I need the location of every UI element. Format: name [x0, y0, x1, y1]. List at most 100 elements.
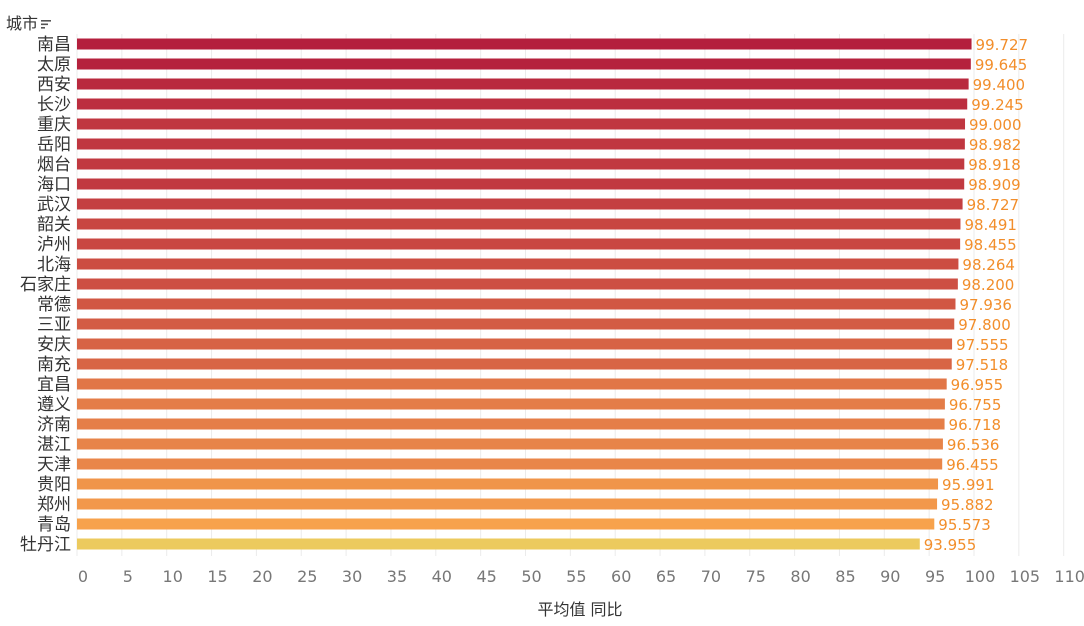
x-tick-label: 65 [656, 567, 676, 586]
x-tick-label: 5 [123, 567, 133, 586]
x-tick-label: 110 [1054, 567, 1084, 586]
bar [77, 498, 938, 510]
bar [77, 258, 959, 270]
x-axis-title: 平均值 同比 [537, 600, 623, 619]
row-header: 城市 [6, 10, 52, 34]
x-tick-label: 35 [387, 567, 407, 586]
category-label: 烟台 [37, 155, 71, 175]
value-label: 99.000 [969, 116, 1022, 134]
value-label: 98.909 [968, 176, 1021, 194]
value-label: 95.882 [941, 496, 994, 514]
value-label: 97.936 [959, 296, 1012, 314]
x-tick-label: 45 [476, 567, 496, 586]
category-label: 北海 [37, 255, 71, 275]
x-tick-label: 55 [566, 567, 586, 586]
value-label: 99.645 [975, 56, 1028, 74]
bar [77, 158, 965, 170]
value-label: 96.455 [946, 456, 999, 474]
value-label: 99.245 [971, 96, 1024, 114]
bar [77, 238, 961, 250]
category-label: 重庆 [37, 115, 71, 135]
x-tick-label: 90 [880, 567, 900, 586]
category-label: 石家庄 [20, 275, 71, 295]
bar [77, 178, 965, 190]
x-tick-label: 40 [432, 567, 452, 586]
bar [77, 278, 958, 290]
value-label: 96.755 [949, 396, 1002, 414]
category-label: 岳阳 [37, 135, 71, 155]
value-label: 98.200 [962, 276, 1015, 294]
category-label: 济南 [37, 415, 71, 435]
bar [77, 298, 956, 310]
x-tick-label: 80 [790, 567, 810, 586]
value-label: 96.718 [949, 416, 1002, 434]
value-label: 97.800 [958, 316, 1011, 334]
sort-descending-icon[interactable] [41, 14, 52, 33]
bar [77, 218, 961, 230]
category-label: 青岛 [37, 515, 71, 535]
bar [77, 438, 943, 450]
category-label: 三亚 [37, 315, 71, 335]
category-label: 安庆 [37, 335, 71, 355]
bar [77, 398, 945, 410]
category-label: 南充 [37, 355, 71, 375]
bar [77, 318, 955, 330]
category-label: 西安 [37, 75, 71, 95]
x-tick-label: 0 [78, 567, 88, 586]
value-label: 98.918 [968, 156, 1021, 174]
value-label: 95.573 [938, 516, 991, 534]
bar [77, 138, 965, 150]
value-label: 95.991 [942, 476, 995, 494]
value-label: 99.400 [973, 76, 1025, 94]
bar [77, 78, 969, 90]
bar [77, 338, 953, 350]
value-label: 98.491 [964, 216, 1017, 234]
x-tick-label: 100 [965, 567, 996, 586]
category-label: 泸州 [37, 235, 71, 255]
x-tick-label: 10 [163, 567, 183, 586]
category-label: 太原 [37, 55, 71, 75]
value-label: 96.955 [951, 376, 1004, 394]
value-label: 97.518 [956, 356, 1009, 374]
x-tick-label: 15 [207, 567, 227, 586]
value-label: 93.955 [924, 536, 977, 554]
category-label: 南昌 [37, 35, 71, 55]
value-label: 99.727 [976, 36, 1029, 54]
bar [77, 118, 966, 130]
bar [77, 98, 968, 110]
x-tick-label: 105 [1010, 567, 1041, 586]
bar [77, 538, 920, 550]
category-label: 遵义 [37, 395, 71, 415]
value-label: 98.455 [964, 236, 1017, 254]
category-label: 宜昌 [37, 375, 71, 395]
bar [77, 198, 963, 210]
bar [77, 358, 952, 370]
category-label: 海口 [37, 175, 71, 195]
category-label: 牡丹江 [20, 535, 71, 555]
value-label: 96.536 [947, 436, 1000, 454]
x-tick-label: 50 [521, 567, 541, 586]
value-label: 98.264 [962, 256, 1015, 274]
bar [77, 478, 939, 490]
category-label: 常德 [37, 295, 71, 315]
category-label: 武汉 [37, 195, 71, 215]
bar [77, 378, 947, 390]
x-tick-label: 75 [746, 567, 766, 586]
category-label: 天津 [37, 455, 71, 475]
value-label: 97.555 [956, 336, 1009, 354]
bar [77, 458, 943, 470]
category-label: 长沙 [37, 95, 71, 115]
x-tick-label: 70 [701, 567, 721, 586]
x-tick-label: 20 [252, 567, 272, 586]
x-tick-label: 25 [297, 567, 317, 586]
bar [77, 58, 971, 70]
x-tick-label: 30 [342, 567, 362, 586]
bar [77, 38, 972, 50]
x-tick-label: 95 [925, 567, 945, 586]
category-label: 湛江 [37, 435, 71, 455]
x-tick-label: 85 [835, 567, 855, 586]
category-label: 韶关 [37, 215, 71, 235]
x-tick-label: 60 [611, 567, 631, 586]
